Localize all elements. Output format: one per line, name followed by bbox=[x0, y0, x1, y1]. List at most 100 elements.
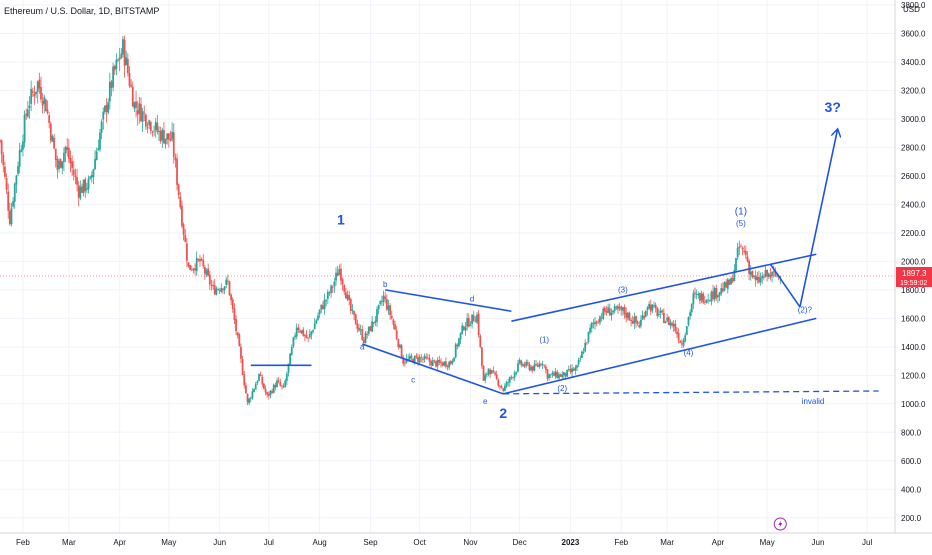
candle-body bbox=[54, 148, 57, 161]
candle-body bbox=[458, 338, 460, 346]
candle-body bbox=[105, 104, 108, 112]
candle-body bbox=[203, 267, 206, 274]
candle-body bbox=[248, 398, 251, 404]
candle-body bbox=[402, 357, 405, 364]
candle-body bbox=[110, 81, 113, 88]
candle-body bbox=[684, 335, 687, 342]
countdown-label: 19:59:02 bbox=[900, 280, 927, 287]
candle-body bbox=[77, 185, 80, 198]
candle-body bbox=[733, 269, 736, 282]
y-tick-label: 1000.0 bbox=[901, 400, 926, 409]
candle-body bbox=[700, 293, 703, 301]
candle-body bbox=[94, 158, 96, 170]
candle-body bbox=[476, 314, 478, 323]
candle-body bbox=[53, 137, 55, 149]
candle-body bbox=[621, 307, 624, 311]
candle-body bbox=[510, 376, 513, 378]
candle-body bbox=[131, 86, 134, 107]
candle-body bbox=[518, 360, 521, 363]
candle-body bbox=[681, 343, 683, 345]
path-to-3q bbox=[799, 129, 838, 308]
candle-body bbox=[597, 322, 600, 324]
candle-body bbox=[436, 359, 439, 367]
candle-body bbox=[325, 299, 328, 301]
wave-label: (4) bbox=[684, 348, 694, 357]
candle-body bbox=[264, 388, 267, 393]
candle-body bbox=[595, 321, 598, 323]
candle-body bbox=[535, 363, 537, 366]
candle-body bbox=[294, 335, 296, 338]
candle-body bbox=[153, 130, 155, 132]
candle-body bbox=[507, 382, 510, 384]
candle-body bbox=[122, 39, 124, 55]
candle-body bbox=[212, 284, 214, 287]
candle-body bbox=[144, 114, 147, 127]
candle-body bbox=[251, 391, 254, 399]
candle-body bbox=[117, 59, 119, 61]
candle-body bbox=[761, 275, 764, 279]
candle-body bbox=[717, 295, 719, 298]
candle-body bbox=[374, 320, 377, 323]
candle-body bbox=[113, 66, 116, 71]
y-tick-label: 2000.0 bbox=[901, 257, 926, 266]
candle-body bbox=[576, 365, 578, 368]
candle-body bbox=[541, 364, 544, 365]
candle-body bbox=[185, 243, 188, 261]
candle-body bbox=[200, 259, 203, 261]
candle-body bbox=[533, 364, 536, 371]
candle-body bbox=[399, 344, 401, 348]
wave-label: (5) bbox=[736, 219, 746, 228]
candle-body bbox=[466, 318, 469, 327]
candle-body bbox=[202, 259, 205, 267]
candle-body bbox=[136, 110, 139, 115]
candle-body bbox=[182, 224, 185, 235]
candle-body bbox=[295, 327, 298, 337]
candle-body bbox=[464, 327, 467, 331]
candle-body bbox=[756, 277, 759, 280]
candle-body bbox=[636, 321, 639, 324]
candle-body bbox=[638, 325, 641, 328]
x-tick-label: Apr bbox=[113, 538, 126, 547]
candle-body bbox=[279, 382, 282, 386]
candle-body bbox=[640, 319, 642, 327]
x-tick-label: Mar bbox=[62, 538, 76, 547]
wave-label: a bbox=[360, 343, 365, 352]
candle-body bbox=[705, 299, 708, 303]
candle-body bbox=[649, 304, 652, 312]
candle-body bbox=[258, 374, 260, 381]
candle-body bbox=[584, 342, 587, 352]
candle-body bbox=[690, 303, 693, 313]
candle-body bbox=[148, 120, 151, 126]
candle-body bbox=[146, 127, 149, 129]
candle-body bbox=[274, 384, 277, 388]
candle-body bbox=[494, 372, 496, 375]
candle-body bbox=[290, 346, 293, 355]
y-tick-label: 600.0 bbox=[901, 457, 922, 466]
candle-body bbox=[377, 304, 380, 310]
candle-body bbox=[44, 99, 47, 112]
annotations: 1 2 3? a b c d e (1) (2) (3) (4) (5) (1) (2)? invalid bbox=[0, 99, 895, 421]
candle-body bbox=[417, 357, 419, 362]
candle-body bbox=[284, 380, 287, 388]
candle-body bbox=[431, 360, 434, 366]
candle-body bbox=[359, 329, 362, 331]
candle-body bbox=[231, 299, 234, 309]
candle-body bbox=[718, 292, 721, 296]
candle-body bbox=[731, 277, 734, 282]
candle-body bbox=[531, 366, 534, 371]
candle-body bbox=[723, 282, 726, 291]
candle-body bbox=[656, 308, 659, 316]
candle-body bbox=[538, 363, 541, 368]
candle-body bbox=[225, 279, 228, 286]
candle-body bbox=[208, 274, 211, 285]
candle-body bbox=[331, 286, 334, 288]
candle-body bbox=[59, 159, 62, 168]
candle-body bbox=[358, 327, 360, 331]
x-tick-label: Feb bbox=[614, 538, 628, 547]
candle-body bbox=[308, 333, 311, 338]
candle-body bbox=[543, 365, 546, 366]
candle-body bbox=[364, 333, 367, 344]
